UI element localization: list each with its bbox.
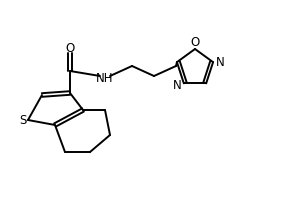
Text: S: S xyxy=(19,114,27,127)
Text: O: O xyxy=(190,36,200,48)
Text: N: N xyxy=(216,56,224,69)
Text: O: O xyxy=(65,42,75,54)
Text: NH: NH xyxy=(96,72,114,86)
Text: N: N xyxy=(172,79,181,92)
